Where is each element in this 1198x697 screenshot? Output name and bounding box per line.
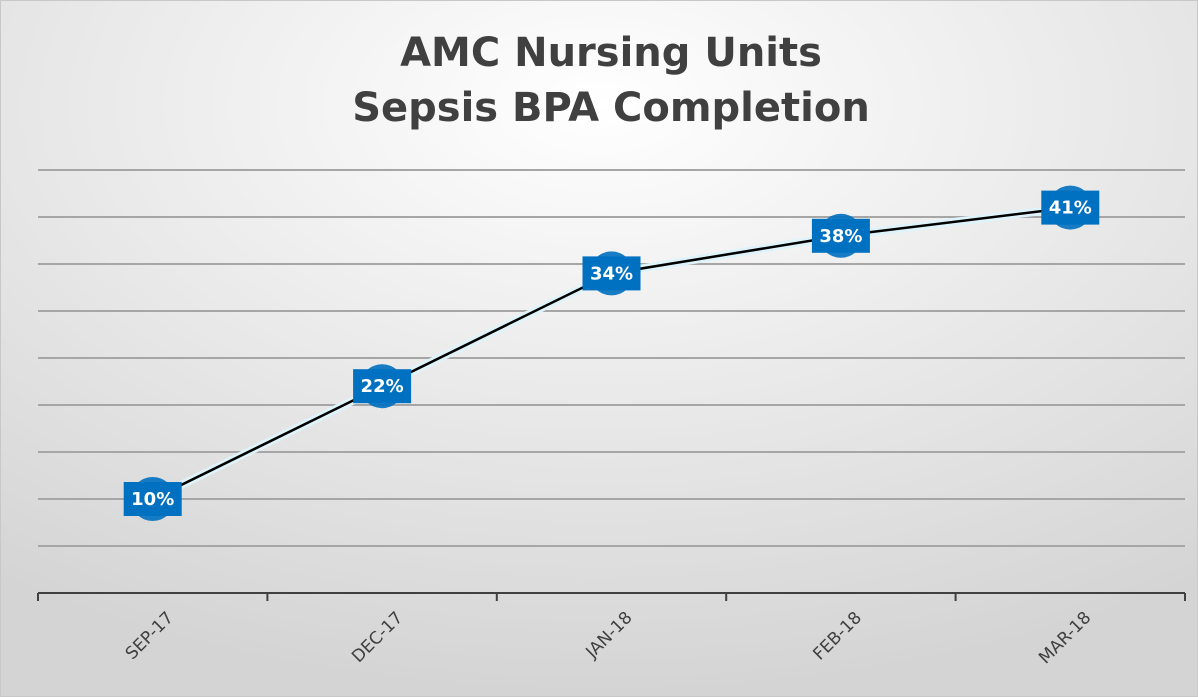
data-label-box — [353, 369, 412, 404]
data-label: 41% — [1049, 198, 1092, 219]
data-label-box — [123, 482, 182, 516]
chart-title: AMC Nursing Units — [400, 30, 822, 76]
data-label: 22% — [361, 376, 404, 397]
data-label-box — [582, 256, 641, 291]
data-label: 10% — [131, 489, 174, 510]
data-label-box — [811, 218, 870, 253]
chart-title: Sepsis BPA Completion — [352, 85, 870, 131]
data-label: 38% — [819, 226, 862, 247]
data-label-box — [1041, 190, 1100, 225]
data-label: 34% — [590, 263, 633, 284]
